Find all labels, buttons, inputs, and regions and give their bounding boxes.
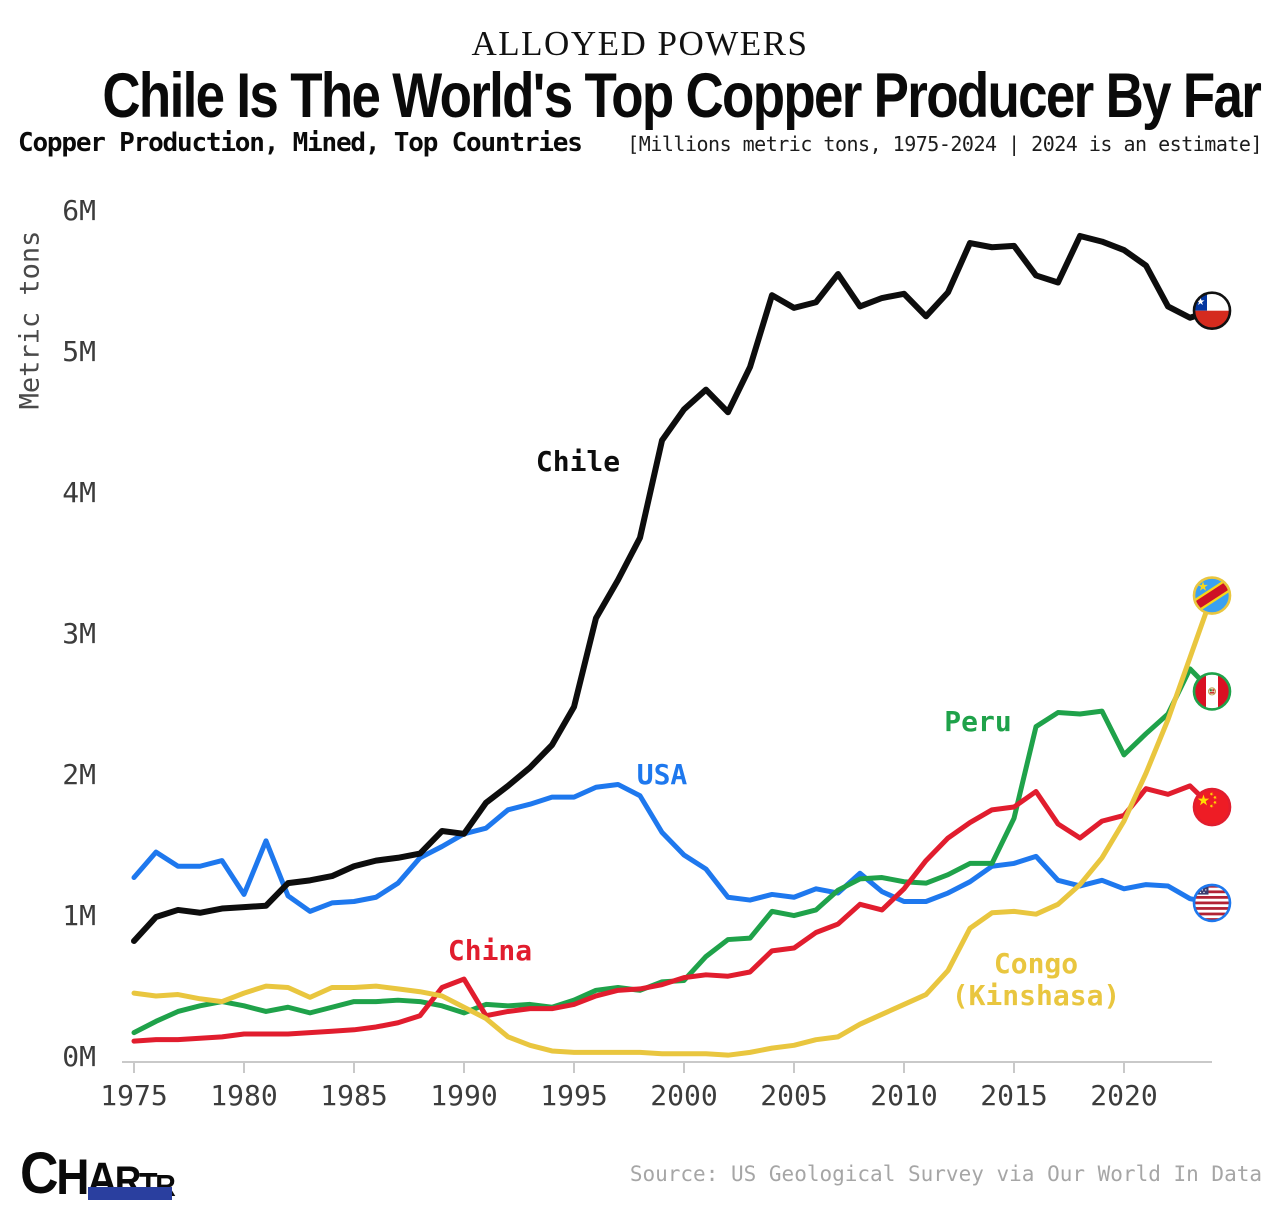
logo-letter: H — [56, 1149, 89, 1205]
china-flag-icon — [1192, 787, 1232, 827]
series-label-chile: Chile — [535, 445, 621, 478]
y-tick-label-0M: 0M — [62, 1040, 96, 1073]
x-tick-label-2005: 2005 — [760, 1079, 828, 1112]
x-tick-label-1985: 1985 — [320, 1079, 388, 1112]
y-tick-label-3M: 3M — [62, 617, 96, 650]
series-lines — [131, 232, 1215, 1058]
chile-line — [131, 232, 1215, 944]
chile-flag-icon — [1192, 291, 1232, 331]
y-tick-label-4M: 4M — [62, 476, 96, 509]
usa-line — [131, 781, 1215, 914]
subtitle-note: [Millions metric tons, 1975-2024 | 2024 … — [627, 132, 1262, 156]
x-tick-label-2020: 2020 — [1090, 1079, 1158, 1112]
y-tick-label-6M: 6M — [62, 194, 96, 227]
series-label-usa: USA — [636, 758, 688, 791]
series-label-peru: Peru — [944, 705, 1012, 738]
y-tick-label-5M: 5M — [62, 335, 96, 368]
x-tick-label-1980: 1980 — [210, 1079, 278, 1112]
kicker-text: ALLOYED POWERS — [471, 24, 809, 63]
logo-letter: C — [20, 1141, 59, 1206]
y-tick-label-1M: 1M — [62, 899, 96, 932]
x-tick-label-1995: 1995 — [540, 1079, 608, 1112]
usa-flag-icon — [1192, 883, 1232, 923]
series-label-china: China — [447, 934, 533, 967]
x-tick-label-2015: 2015 — [980, 1079, 1048, 1112]
series-label-congo: Congo (Kinshasa) — [951, 947, 1121, 1012]
x-axis — [122, 1061, 1212, 1073]
x-tick-label-2000: 2000 — [650, 1079, 718, 1112]
source-credit: Source: US Geological Survey via Our Wor… — [629, 1162, 1262, 1186]
subtitle-main: Copper Production, Mined, Top Countries — [18, 128, 583, 158]
congo-line — [131, 593, 1215, 1058]
china-line — [131, 783, 1215, 1044]
x-tick-label-1990: 1990 — [430, 1079, 498, 1112]
logo-blue-bar — [88, 1187, 172, 1200]
x-tick-label-2010: 2010 — [870, 1079, 938, 1112]
congo-flag-icon — [1192, 576, 1232, 615]
peru-flag-icon — [1192, 672, 1232, 711]
x-tick-label-1975: 1975 — [100, 1079, 168, 1112]
subtitle: Copper Production, Mined, Top Countries … — [0, 128, 1280, 158]
page-title: Chile Is The World's Top Copper Producer… — [102, 61, 1262, 131]
y-tick-label-2M: 2M — [62, 758, 96, 791]
